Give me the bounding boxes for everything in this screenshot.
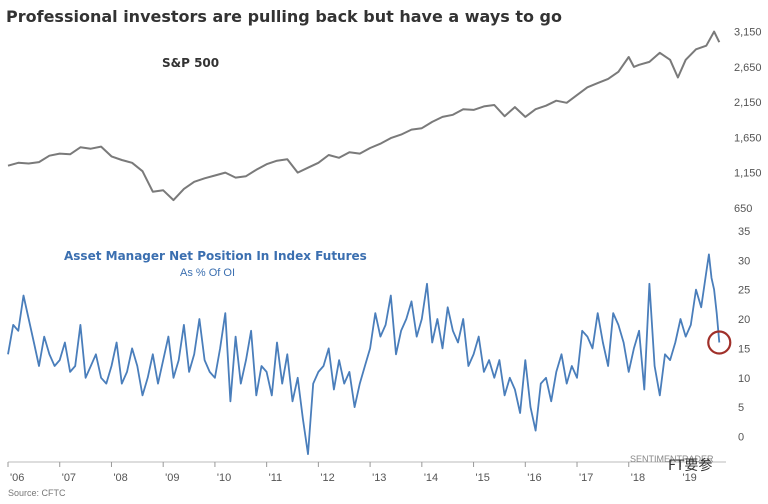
x-tick-label: '18 [631, 472, 645, 484]
latest-reading-circle [707, 330, 732, 355]
x-tick-label: '13 [372, 472, 386, 484]
spx-y-axis: 650 1,150 1,650 2,150 2,650 3,150 [734, 27, 762, 215]
x-tick-label: '10 [217, 472, 231, 484]
am-y-axis: 0 5 10 15 20 25 30 35 [738, 226, 750, 444]
x-tick-label: '11 [269, 472, 283, 484]
am-y-tick-label: 10 [738, 373, 750, 385]
x-tick-label: '09 [165, 472, 179, 484]
spx-line [7, 30, 721, 202]
am-y-tick-label: 25 [738, 285, 750, 297]
x-tick-label: '08 [113, 472, 127, 484]
x-axis: '06 '07 '08 '09 '10 '11 '12 '13 '14 '15 '16 '17 '18 '… [7, 461, 726, 484]
am-y-tick-label: 15 [738, 343, 750, 355]
x-tick-label: '19 [682, 472, 696, 484]
x-tick-label: '07 [62, 472, 76, 484]
social-mark: FT要参 [668, 457, 712, 474]
am-net-position-line [7, 253, 721, 455]
am-y-tick-label: 0 [738, 432, 744, 444]
watermark: SENTIMENTRADER [630, 454, 714, 464]
spx-y-tick-label: 1,650 [734, 132, 762, 144]
spx-y-tick-label: 3,150 [734, 27, 762, 39]
am-y-tick-label: 30 [738, 255, 750, 267]
x-tick-label: '15 [476, 472, 490, 484]
spx-y-tick-label: 650 [734, 203, 752, 215]
source-note: Source: CFTC [8, 488, 66, 498]
am-y-tick-label: 20 [738, 314, 750, 326]
x-tick-label: '12 [320, 472, 334, 484]
am-series-label: Asset Manager Net Position In Index Futu… [64, 249, 367, 263]
chart-title: Professional investors are pulling back … [6, 7, 562, 26]
spx-y-tick-label: 2,650 [734, 62, 762, 74]
am-series-subtitle: As % Of OI [180, 267, 235, 279]
x-tick-label: '17 [579, 472, 593, 484]
x-tick-label: '14 [424, 472, 438, 484]
spx-series-label: S&P 500 [162, 56, 219, 70]
am-y-tick-label: 35 [738, 226, 750, 238]
am-y-tick-label: 5 [738, 402, 744, 414]
x-tick-label: '06 [10, 472, 24, 484]
spx-y-tick-label: 2,150 [734, 97, 762, 109]
x-tick-label: '16 [527, 472, 541, 484]
spx-y-tick-label: 1,150 [734, 168, 762, 180]
